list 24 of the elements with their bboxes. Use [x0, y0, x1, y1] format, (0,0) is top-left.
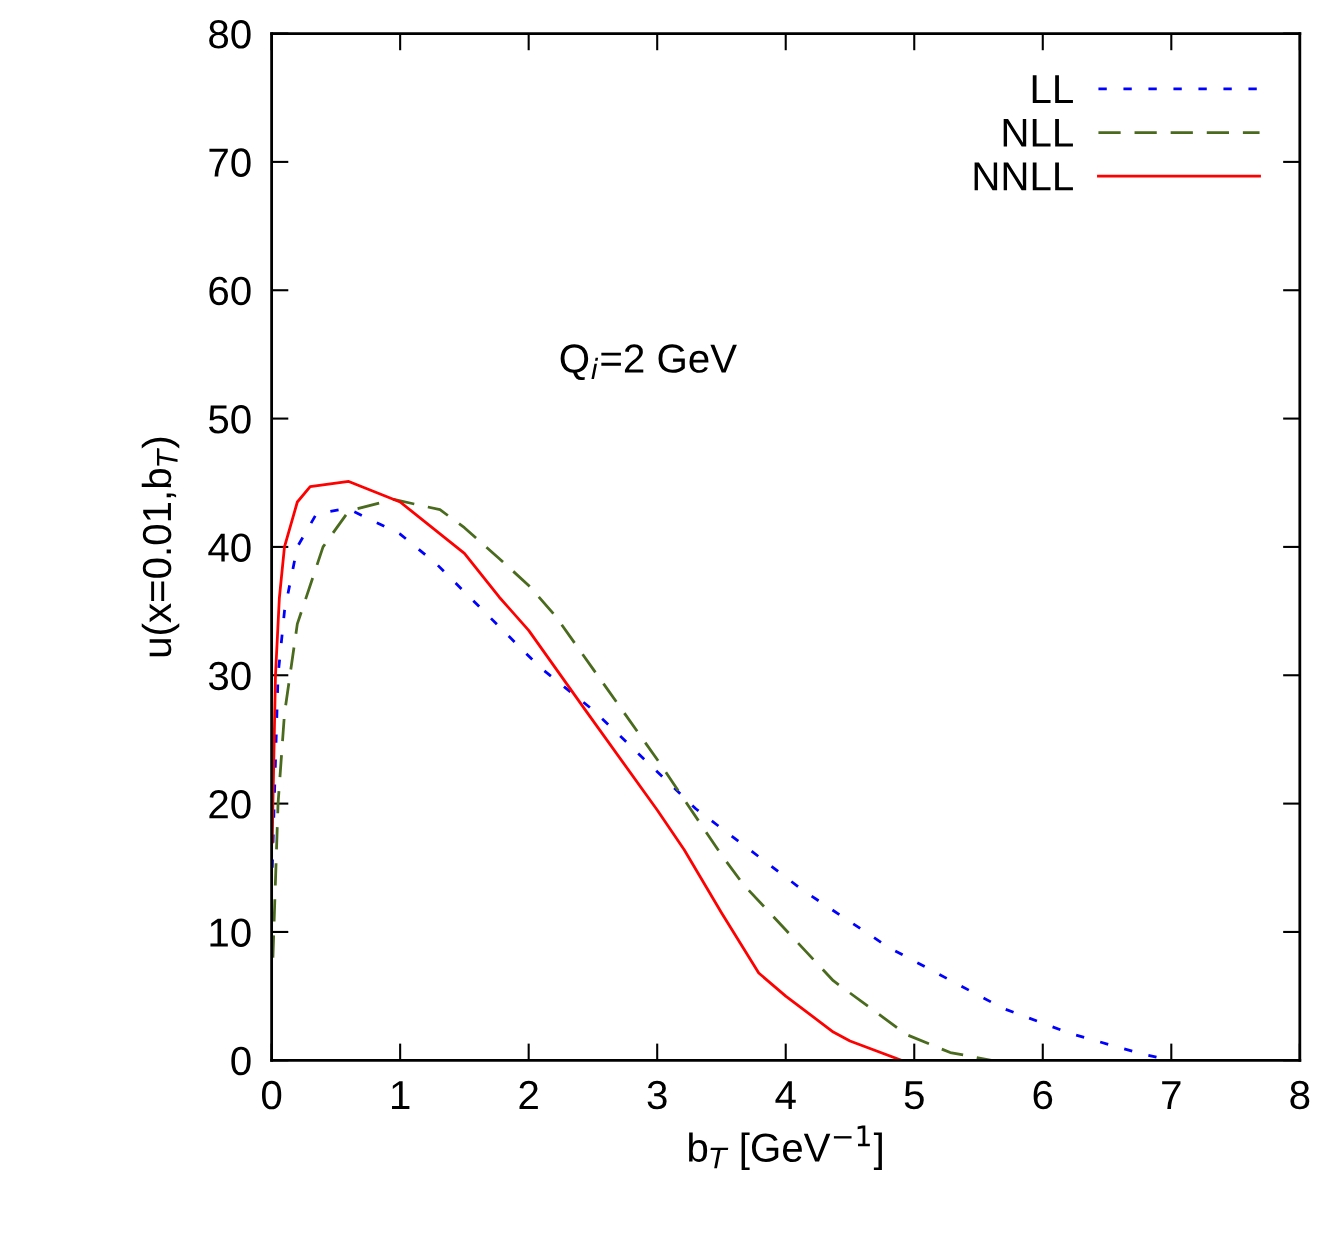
x-tick-label: 7 — [1162, 1081, 1181, 1109]
y-tick-label: 70 — [209, 148, 251, 177]
x-axis-title: b$_{T}$ [GeV$^{−1}$] — [689, 1125, 882, 1170]
annotation: Q$_{i}$=2 GeV — [560, 344, 737, 381]
x-tick-label: 8 — [1290, 1080, 1310, 1110]
y-tick-label: 60 — [209, 276, 251, 306]
x-tick-label: 1 — [392, 1081, 410, 1109]
y-tick-label: 30 — [208, 661, 251, 691]
y-axis-title: u(x=0.01,b$_{T}$) — [141, 437, 180, 657]
legend-label: NLL — [1003, 118, 1073, 147]
x-tick-label: 3 — [647, 1080, 667, 1110]
y-tick-label: 40 — [208, 533, 251, 562]
y-tick-label: 0 — [231, 1046, 251, 1076]
y-tick-label: 20 — [209, 790, 251, 819]
y-tick-label: 80 — [209, 20, 251, 49]
x-tick-label: 2 — [519, 1080, 538, 1109]
x-tick-label: 6 — [1033, 1080, 1053, 1110]
y-tick-label: 10 — [210, 918, 251, 947]
legend-label: LL — [1032, 75, 1073, 104]
x-tick-label: 4 — [775, 1081, 796, 1109]
y-tick-label: 50 — [209, 405, 251, 434]
x-tick-label: 5 — [904, 1081, 924, 1110]
legend-label: NNLL — [974, 162, 1073, 191]
x-tick-label: 0 — [262, 1080, 282, 1110]
